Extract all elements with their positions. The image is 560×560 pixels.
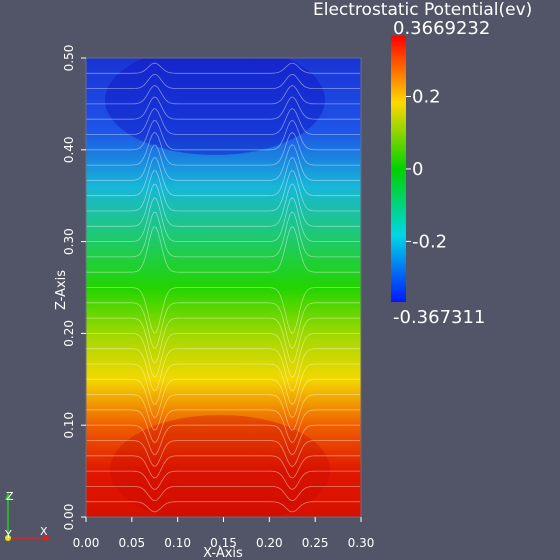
colorbar-tick-label: 0.2 (412, 86, 441, 107)
x-tick-label: 0.30 (348, 536, 375, 550)
colorbar-title: Electrostatic Potential(ev) (313, 0, 532, 20)
x-tick-label: 0.25 (302, 536, 329, 550)
orientation-y-label: Y (4, 528, 12, 541)
x-tick-label: 0.00 (73, 536, 100, 550)
colorbar-min-label: -0.367311 (393, 307, 485, 328)
y-tick-label: 0.40 (62, 136, 76, 163)
high-potential-region (110, 415, 330, 525)
y-tick-label: 0.30 (62, 228, 76, 255)
colorbar-ticks: 0.2 0 -0.2 (406, 86, 447, 252)
colorbar-tick-label: -0.2 (412, 231, 447, 252)
low-potential-region (105, 45, 325, 155)
orientation-z-label: Z (6, 490, 14, 503)
y-tick-label: 0.20 (62, 320, 76, 347)
colorbar-max-label: 0.3669232 (393, 18, 490, 39)
colorbar-tick-label: 0 (412, 159, 423, 180)
x-tick-label: 0.05 (118, 536, 145, 550)
orientation-x-label: X (40, 525, 48, 538)
y-tick-label: 0.00 (62, 504, 76, 531)
plot-area (86, 45, 361, 525)
x-axis-label: X-Axis (203, 546, 243, 560)
x-tick-label: 0.20 (256, 536, 283, 550)
y-tick-label: 0.50 (62, 45, 76, 72)
x-tick-label: 0.10 (164, 536, 191, 550)
orientation-axes: Z Y X (4, 490, 51, 541)
y-tick-label: 0.10 (62, 412, 76, 439)
colorbar-scale (391, 36, 406, 302)
y-axis-label: Z-Axis (54, 270, 69, 310)
